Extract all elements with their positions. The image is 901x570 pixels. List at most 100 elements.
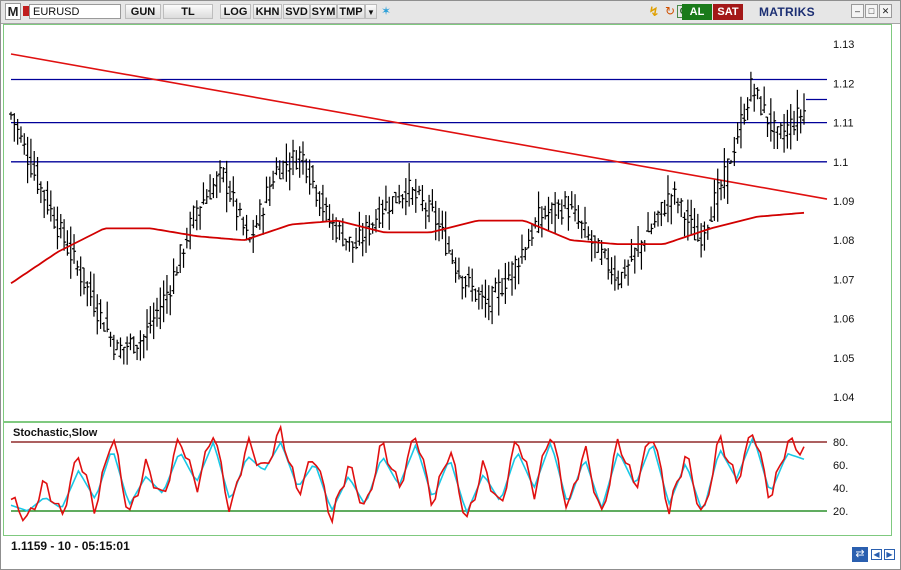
ohlc-bar	[237, 202, 242, 217]
ohlc-bar	[81, 267, 86, 295]
matriks-logo-icon[interactable]: M	[5, 3, 21, 20]
ohlc-bar	[569, 191, 574, 210]
ohlc-bar	[795, 89, 800, 141]
ohlc-bar	[211, 178, 216, 199]
ohlc-bar	[198, 206, 203, 230]
ohlc-bar	[549, 202, 554, 225]
ohlc-bar	[12, 113, 17, 142]
ohlc-bar	[443, 211, 448, 256]
refresh-icon[interactable]: ↻	[664, 4, 676, 18]
lightning-icon[interactable]: ↯	[648, 4, 660, 19]
daily-period-button[interactable]: GUN	[125, 4, 161, 19]
dropdown-arrow-icon[interactable]: ▼	[365, 4, 377, 19]
ohlc-bar	[539, 206, 544, 238]
ohlc-bar	[231, 176, 236, 207]
ohlc-bar	[563, 191, 568, 209]
ohlc-bar	[782, 113, 787, 153]
stochastic-title: Stochastic,Slow	[13, 427, 98, 439]
price-axis-label: 1.13	[833, 39, 854, 51]
ohlc-bar	[669, 193, 674, 225]
ohlc-bar	[407, 163, 412, 207]
ohlc-bars	[9, 71, 806, 365]
ohlc-bar	[503, 262, 508, 304]
ohlc-bar	[709, 206, 714, 222]
ohlc-bar	[108, 331, 113, 347]
ohlc-bar	[556, 199, 561, 219]
minimize-icon[interactable]: –	[851, 4, 864, 18]
ohlc-bar	[506, 261, 511, 281]
ohlc-bar	[310, 165, 315, 189]
ohlc-bar	[579, 220, 584, 239]
ohlc-bar	[450, 249, 455, 265]
twitter-bird-icon[interactable]: ✶	[380, 4, 392, 18]
ohlc-bar	[622, 259, 627, 279]
scroll-left-icon[interactable]: ◀	[871, 549, 882, 560]
ohlc-bar	[95, 294, 100, 335]
ohlc-bar	[523, 246, 528, 261]
ohlc-bar	[42, 189, 47, 219]
ohlc-bar	[297, 146, 302, 178]
tmp-button[interactable]: TMP	[337, 4, 365, 19]
ohlc-bar	[68, 226, 73, 279]
ohlc-bar	[665, 175, 670, 223]
ohlc-bar	[154, 297, 159, 327]
sync-icon[interactable]: ⇄	[852, 547, 868, 562]
brand-logo: MATRIKS	[759, 5, 815, 19]
ohlc-bar	[284, 143, 289, 182]
symbol-input[interactable]: EURUSD	[29, 4, 121, 19]
ohlc-bar	[45, 181, 50, 215]
ohlc-bar	[393, 191, 398, 204]
log-button[interactable]: LOG	[220, 4, 251, 19]
ohlc-bar	[340, 218, 345, 247]
ohlc-bar	[768, 98, 773, 142]
ohlc-bar	[390, 196, 395, 215]
ohlc-bar	[281, 160, 286, 180]
ohlc-bar	[257, 199, 262, 230]
price-panel[interactable]	[3, 24, 892, 422]
restore-icon[interactable]: □	[865, 4, 878, 18]
sell-button[interactable]: SAT	[713, 4, 743, 20]
ohlc-bar	[533, 217, 538, 229]
price-axis-label: 1.05	[833, 353, 854, 365]
scroll-right-icon[interactable]: ▶	[884, 549, 895, 560]
ohlc-bar	[194, 200, 199, 231]
ohlc-bar	[725, 158, 730, 204]
ohlc-bar	[78, 256, 83, 297]
ohlc-bar	[599, 240, 604, 265]
ohlc-bar	[566, 195, 571, 231]
ohlc-bar	[274, 157, 279, 176]
ohlc-bar	[307, 159, 312, 195]
sym-button[interactable]: SYM	[310, 4, 337, 19]
tl-button[interactable]: TL	[163, 4, 213, 19]
ohlc-bar	[662, 199, 667, 217]
ohlc-bar	[715, 168, 720, 222]
ohlc-bar	[214, 171, 219, 199]
ohlc-bar	[762, 86, 767, 114]
ohlc-bar	[437, 207, 442, 242]
ohlc-bar	[629, 238, 634, 262]
ohlc-bar	[765, 116, 770, 137]
ohlc-bar	[529, 224, 534, 246]
ohlc-bar	[204, 189, 209, 204]
ohlc-bar	[125, 336, 130, 365]
buy-button[interactable]: AL	[682, 4, 712, 20]
khn-button[interactable]: KHN	[253, 4, 282, 19]
ohlc-bar	[383, 185, 388, 212]
ohlc-bar	[48, 190, 53, 222]
ohlc-bar	[58, 214, 63, 239]
ohlc-bar	[28, 138, 33, 178]
ohlc-bar	[98, 299, 103, 329]
ohlc-bar	[496, 269, 501, 316]
ohlc-bar	[221, 167, 226, 183]
ohlc-bar	[486, 285, 491, 321]
ohlc-bar	[218, 160, 223, 193]
ohlc-bar	[546, 196, 551, 231]
ohlc-bar	[201, 182, 206, 205]
ohlc-bar	[675, 197, 680, 214]
close-icon[interactable]: ✕	[879, 4, 892, 18]
svd-button[interactable]: SVD	[283, 4, 310, 19]
ohlc-bar	[463, 276, 468, 298]
stochastic-axis-label: 60.	[833, 460, 848, 472]
ohlc-bar	[559, 199, 564, 225]
ohlc-bar	[652, 211, 657, 228]
